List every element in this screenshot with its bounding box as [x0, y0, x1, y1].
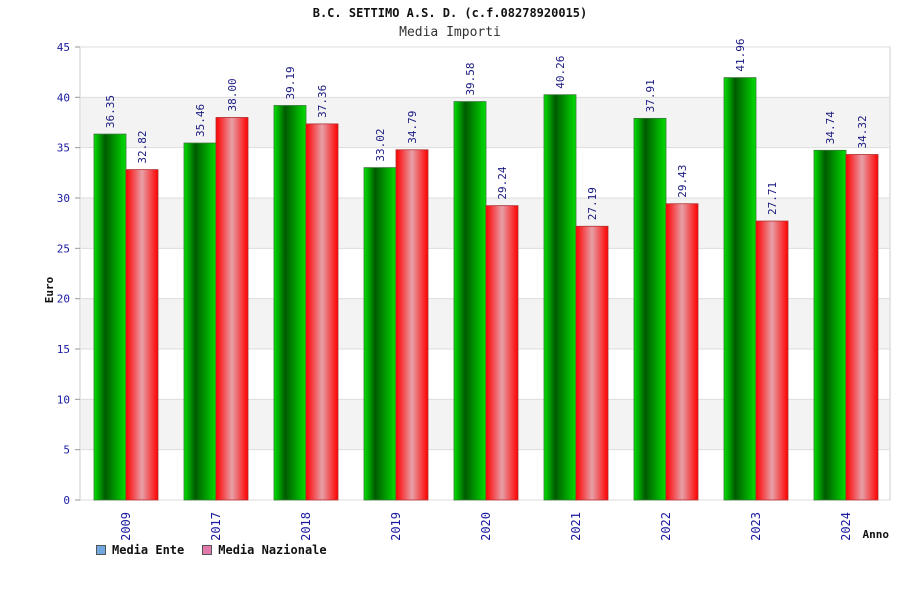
bar-media-ente	[93, 133, 127, 501]
chart-title: B.C. SETTIMO A.S. D. (c.f.08278920015)	[312, 6, 588, 20]
y-tick-label: 45	[57, 41, 70, 54]
data-label-media-ente: 33.02	[374, 128, 387, 161]
bar-media-nazionale	[485, 205, 519, 501]
data-label-media-ente: 39.19	[284, 66, 297, 99]
bar-media-nazionale	[125, 169, 159, 501]
y-tick-label: 25	[57, 242, 70, 255]
legend-swatch-media-ente	[96, 545, 106, 555]
bar-media-ente	[633, 117, 667, 501]
bar-media-nazionale	[395, 149, 429, 501]
bar-media-ente	[543, 94, 577, 501]
bar-media-ente	[453, 101, 487, 501]
bar-media-nazionale	[305, 123, 339, 501]
y-tick-label: 0	[63, 494, 70, 507]
data-label-media-ente: 39.58	[464, 62, 477, 95]
y-tick-label: 5	[63, 444, 70, 457]
x-tick-label: 2019	[389, 512, 403, 541]
y-tick-label: 15	[57, 343, 70, 356]
data-label-media-ente: 37.91	[644, 79, 657, 112]
x-tick-label: 2023	[749, 512, 763, 541]
data-label-media-nazionale: 29.43	[676, 165, 689, 198]
data-label-media-nazionale: 34.32	[856, 115, 869, 148]
bar-media-ente	[183, 142, 217, 501]
bar-media-nazionale	[575, 225, 609, 501]
bar-media-ente	[273, 105, 307, 501]
data-label-media-nazionale: 34.79	[406, 111, 419, 144]
y-tick-label: 10	[57, 393, 70, 406]
y-axis-label: Euro	[43, 276, 56, 303]
data-label-media-nazionale: 29.24	[496, 166, 509, 199]
x-axis-label: Anno	[863, 528, 890, 541]
legend-item-media-ente: Media Ente	[96, 543, 184, 557]
bar-media-ente	[363, 167, 397, 501]
data-label-media-nazionale: 38.00	[226, 78, 239, 111]
x-tick-label: 2009	[119, 512, 133, 541]
data-label-media-ente: 35.46	[194, 104, 207, 137]
bar-media-ente	[813, 149, 847, 501]
legend: Media Ente Media Nazionale	[96, 543, 327, 557]
x-tick-label: 2018	[299, 512, 313, 541]
y-tick-label: 40	[57, 91, 70, 104]
y-tick-label: 20	[57, 293, 70, 306]
legend-label-media-nazionale: Media Nazionale	[218, 543, 327, 557]
legend-label-media-ente: Media Ente	[112, 543, 185, 557]
x-tick-label: 2021	[569, 512, 583, 541]
data-label-media-ente: 40.26	[554, 56, 567, 89]
y-tick-label: 30	[57, 192, 70, 205]
data-label-media-nazionale: 32.82	[136, 130, 149, 163]
bar-media-nazionale	[215, 117, 249, 501]
bar-media-nazionale	[755, 220, 789, 501]
data-label-media-nazionale: 27.19	[586, 187, 599, 220]
x-tick-label: 2024	[839, 512, 853, 541]
x-tick-label: 2022	[659, 512, 673, 541]
data-label-media-nazionale: 27.71	[766, 182, 779, 215]
data-label-media-ente: 36.35	[104, 95, 117, 128]
bar-media-nazionale	[665, 203, 699, 501]
legend-item-media-nazionale: Media Nazionale	[202, 543, 327, 557]
bar-media-ente	[723, 77, 757, 501]
x-tick-label: 2020	[479, 512, 493, 541]
y-tick-label: 35	[57, 142, 70, 155]
data-label-media-nazionale: 37.36	[316, 85, 329, 118]
bar-media-nazionale	[845, 154, 879, 501]
legend-swatch-media-nazionale	[202, 545, 213, 555]
data-label-media-ente: 34.74	[824, 111, 837, 144]
data-label-media-ente: 41.96	[734, 38, 747, 71]
x-tick-label: 2017	[209, 512, 223, 541]
chart-subtitle: Media Importi	[399, 25, 501, 40]
